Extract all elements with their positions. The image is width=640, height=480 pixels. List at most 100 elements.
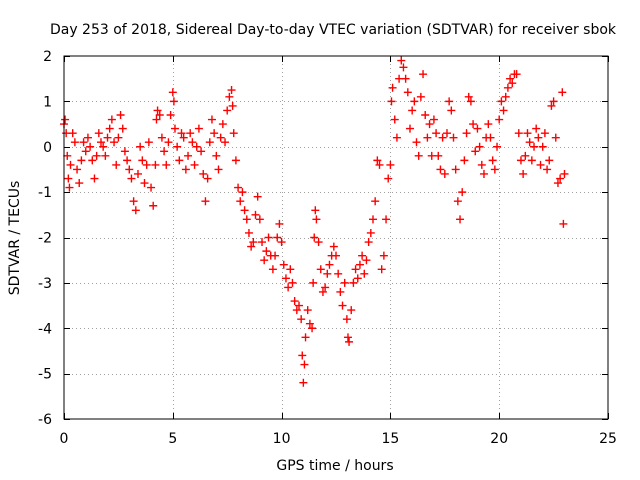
- data-point: [530, 142, 539, 151]
- data-point: [462, 129, 471, 138]
- data-point: [336, 287, 345, 296]
- data-point: [323, 269, 332, 278]
- data-point: [168, 88, 177, 97]
- data-point: [290, 297, 299, 306]
- data-point: [169, 97, 178, 106]
- data-point: [512, 70, 521, 79]
- data-point: [63, 151, 72, 160]
- data-point: [66, 160, 75, 169]
- data-point: [425, 120, 434, 129]
- data-points: [60, 56, 569, 387]
- data-point: [305, 319, 314, 328]
- data-point: [179, 133, 188, 142]
- data-point: [314, 238, 323, 247]
- data-point: [68, 129, 77, 138]
- data-point: [83, 133, 92, 142]
- data-point: [329, 242, 338, 251]
- data-point: [545, 156, 554, 165]
- data-point: [484, 120, 493, 129]
- data-point: [292, 306, 301, 315]
- data-point: [538, 142, 547, 151]
- data-point: [351, 265, 360, 274]
- data-point: [103, 133, 112, 142]
- data-point: [479, 169, 488, 178]
- data-point: [525, 138, 534, 147]
- data-point: [299, 378, 308, 387]
- data-point: [153, 106, 162, 115]
- data-point: [92, 151, 101, 160]
- data-point: [197, 147, 206, 156]
- data-point: [355, 260, 364, 269]
- data-point: [140, 179, 149, 188]
- data-point: [105, 124, 114, 133]
- data-point: [247, 242, 256, 251]
- data-point: [112, 160, 121, 169]
- data-point: [382, 215, 391, 224]
- data-point: [65, 183, 74, 192]
- data-point: [99, 142, 108, 151]
- data-point: [151, 160, 160, 169]
- data-point: [73, 165, 82, 174]
- data-point: [96, 138, 105, 147]
- data-point: [368, 215, 377, 224]
- data-point: [421, 110, 430, 119]
- y-tick-label: -4: [38, 321, 52, 337]
- data-point: [445, 97, 454, 106]
- data-point: [231, 156, 240, 165]
- data-point: [516, 156, 525, 165]
- data-point: [88, 156, 97, 165]
- data-point: [347, 306, 356, 315]
- data-point: [506, 74, 515, 83]
- y-tick-label: 1: [43, 94, 52, 110]
- data-point: [388, 83, 397, 92]
- data-point: [264, 233, 273, 242]
- data-point: [271, 251, 280, 260]
- x-axis-label: GPS time / hours: [276, 458, 393, 474]
- data-point: [536, 160, 545, 169]
- data-point: [240, 206, 249, 215]
- data-point: [295, 301, 304, 310]
- data-point: [358, 251, 367, 260]
- data-point: [207, 115, 216, 124]
- data-point: [440, 169, 449, 178]
- plot-frame: [63, 55, 609, 420]
- data-point: [540, 129, 549, 138]
- data-point: [338, 301, 347, 310]
- data-point: [214, 165, 223, 174]
- data-point: [387, 97, 396, 106]
- data-point: [166, 110, 175, 119]
- data-point: [434, 151, 443, 160]
- data-point: [297, 315, 306, 324]
- data-point: [152, 115, 161, 124]
- data-point: [310, 233, 319, 242]
- data-point: [392, 133, 401, 142]
- data-point: [138, 156, 147, 165]
- data-point: [205, 138, 214, 147]
- data-point: [125, 165, 134, 174]
- data-point: [318, 287, 327, 296]
- data-point: [401, 74, 410, 83]
- data-point: [268, 265, 277, 274]
- data-point: [107, 115, 116, 124]
- data-point: [199, 169, 208, 178]
- x-tick-label: 20: [490, 431, 508, 447]
- data-point: [373, 156, 382, 165]
- data-point: [277, 238, 286, 247]
- x-tick-label: 25: [599, 431, 617, 447]
- data-point: [488, 156, 497, 165]
- data-point: [449, 133, 458, 142]
- data-point: [210, 129, 219, 138]
- data-point: [312, 215, 321, 224]
- data-point: [397, 56, 406, 65]
- data-point: [281, 274, 290, 283]
- data-point: [221, 138, 230, 147]
- data-point: [534, 133, 543, 142]
- data-point: [416, 92, 425, 101]
- data-point: [144, 138, 153, 147]
- x-tick-label: 10: [273, 431, 291, 447]
- data-point: [216, 133, 225, 142]
- data-point: [238, 188, 247, 197]
- data-point: [114, 133, 123, 142]
- y-tick-label: -2: [38, 231, 52, 247]
